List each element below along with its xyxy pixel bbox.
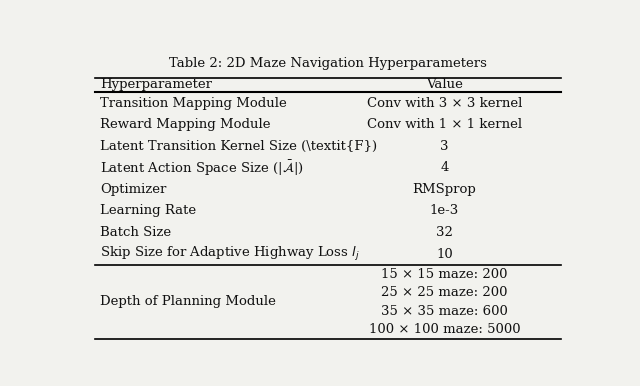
Text: 100 × 100 maze: 5000: 100 × 100 maze: 5000 bbox=[369, 323, 520, 336]
Text: Batch Size: Batch Size bbox=[100, 226, 171, 239]
Text: Skip Size for Adaptive Highway Loss $l_j$: Skip Size for Adaptive Highway Loss $l_j… bbox=[100, 245, 360, 263]
Text: Conv with 1 × 1 kernel: Conv with 1 × 1 kernel bbox=[367, 118, 522, 131]
Text: Depth of Planning Module: Depth of Planning Module bbox=[100, 295, 276, 308]
Text: 3: 3 bbox=[440, 140, 449, 153]
Text: Latent Transition Kernel Size (\textit{F}): Latent Transition Kernel Size (\textit{F… bbox=[100, 140, 377, 153]
Text: 25 × 25 maze: 200: 25 × 25 maze: 200 bbox=[381, 286, 508, 299]
Text: 10: 10 bbox=[436, 247, 453, 261]
Text: Latent Action Space Size (|$\bar{\mathcal{A}}$|): Latent Action Space Size (|$\bar{\mathca… bbox=[100, 158, 304, 178]
Text: Table 2: 2D Maze Navigation Hyperparameters: Table 2: 2D Maze Navigation Hyperparamet… bbox=[169, 57, 487, 70]
Text: 1e-3: 1e-3 bbox=[430, 205, 459, 217]
Text: Learning Rate: Learning Rate bbox=[100, 205, 196, 217]
Text: Value: Value bbox=[426, 78, 463, 91]
Text: RMSprop: RMSprop bbox=[413, 183, 476, 196]
Text: Optimizer: Optimizer bbox=[100, 183, 166, 196]
Text: Conv with 3 × 3 kernel: Conv with 3 × 3 kernel bbox=[367, 96, 522, 110]
Text: Reward Mapping Module: Reward Mapping Module bbox=[100, 118, 270, 131]
Text: 4: 4 bbox=[440, 161, 449, 174]
Text: Transition Mapping Module: Transition Mapping Module bbox=[100, 96, 287, 110]
Text: 32: 32 bbox=[436, 226, 453, 239]
Text: 35 × 35 maze: 600: 35 × 35 maze: 600 bbox=[381, 305, 508, 318]
Text: 15 × 15 maze: 200: 15 × 15 maze: 200 bbox=[381, 267, 508, 281]
Text: Hyperparameter: Hyperparameter bbox=[100, 78, 212, 91]
